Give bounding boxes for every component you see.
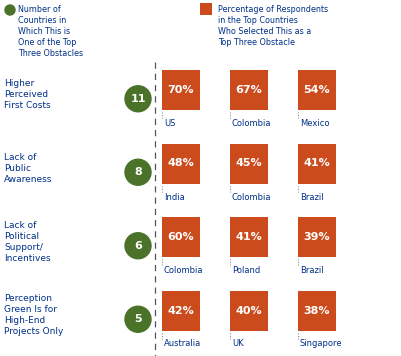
Text: 41%: 41%	[235, 232, 262, 242]
Text: Three Obstacles: Three Obstacles	[18, 49, 83, 58]
FancyBboxPatch shape	[229, 217, 267, 257]
Text: One of the Top: One of the Top	[18, 38, 76, 47]
Text: 42%: 42%	[167, 305, 194, 315]
Text: Higher
Perceived
First Costs: Higher Perceived First Costs	[4, 79, 51, 110]
FancyBboxPatch shape	[162, 70, 200, 110]
Text: 8: 8	[134, 167, 142, 177]
Circle shape	[125, 306, 151, 332]
Text: 5: 5	[134, 314, 142, 324]
Text: 54%: 54%	[303, 85, 330, 95]
Text: Colombia: Colombia	[164, 266, 203, 275]
FancyBboxPatch shape	[229, 143, 267, 183]
FancyBboxPatch shape	[162, 143, 200, 183]
FancyBboxPatch shape	[162, 217, 200, 257]
FancyBboxPatch shape	[297, 290, 335, 330]
Circle shape	[125, 159, 151, 185]
Text: 39%: 39%	[303, 232, 330, 242]
FancyBboxPatch shape	[200, 3, 211, 15]
FancyBboxPatch shape	[297, 217, 335, 257]
Text: Who Selected This as a: Who Selected This as a	[217, 27, 310, 36]
Text: Brazil: Brazil	[299, 193, 323, 201]
FancyBboxPatch shape	[297, 70, 335, 110]
Text: Which This is: Which This is	[18, 27, 70, 36]
Text: Lack of
Political
Support/
Incentives: Lack of Political Support/ Incentives	[4, 221, 51, 263]
FancyBboxPatch shape	[297, 143, 335, 183]
Text: 6: 6	[134, 241, 142, 251]
Text: Singapore: Singapore	[299, 340, 342, 349]
FancyBboxPatch shape	[162, 290, 200, 330]
Text: Percentage of Respondents: Percentage of Respondents	[217, 5, 327, 14]
Text: 11: 11	[130, 94, 146, 104]
Text: Poland: Poland	[231, 266, 259, 275]
Text: Number of: Number of	[18, 5, 61, 14]
Text: US: US	[164, 119, 175, 128]
Text: Lack of
Public
Awareness: Lack of Public Awareness	[4, 153, 52, 184]
Text: 67%: 67%	[235, 85, 262, 95]
Text: 40%: 40%	[235, 305, 262, 315]
Text: 41%: 41%	[303, 158, 330, 168]
FancyBboxPatch shape	[229, 290, 267, 330]
Text: 45%: 45%	[235, 158, 262, 168]
Text: 38%: 38%	[303, 305, 330, 315]
Text: 48%: 48%	[167, 158, 194, 168]
Circle shape	[5, 5, 15, 15]
Text: India: India	[164, 193, 184, 201]
Text: Perception
Green Is for
High-End
Projects Only: Perception Green Is for High-End Project…	[4, 294, 63, 336]
Text: 60%: 60%	[167, 232, 194, 242]
Text: Australia: Australia	[164, 340, 201, 349]
Circle shape	[125, 86, 151, 112]
Text: Colombia: Colombia	[231, 119, 271, 128]
Text: Countries in: Countries in	[18, 16, 66, 25]
Text: Colombia: Colombia	[231, 193, 271, 201]
Text: Top Three Obstacle: Top Three Obstacle	[217, 38, 294, 47]
Text: 70%: 70%	[167, 85, 194, 95]
Text: Mexico: Mexico	[299, 119, 329, 128]
Text: in the Top Countries: in the Top Countries	[217, 16, 297, 25]
FancyBboxPatch shape	[229, 70, 267, 110]
Text: Brazil: Brazil	[299, 266, 323, 275]
Text: UK: UK	[231, 340, 243, 349]
Circle shape	[125, 233, 151, 259]
